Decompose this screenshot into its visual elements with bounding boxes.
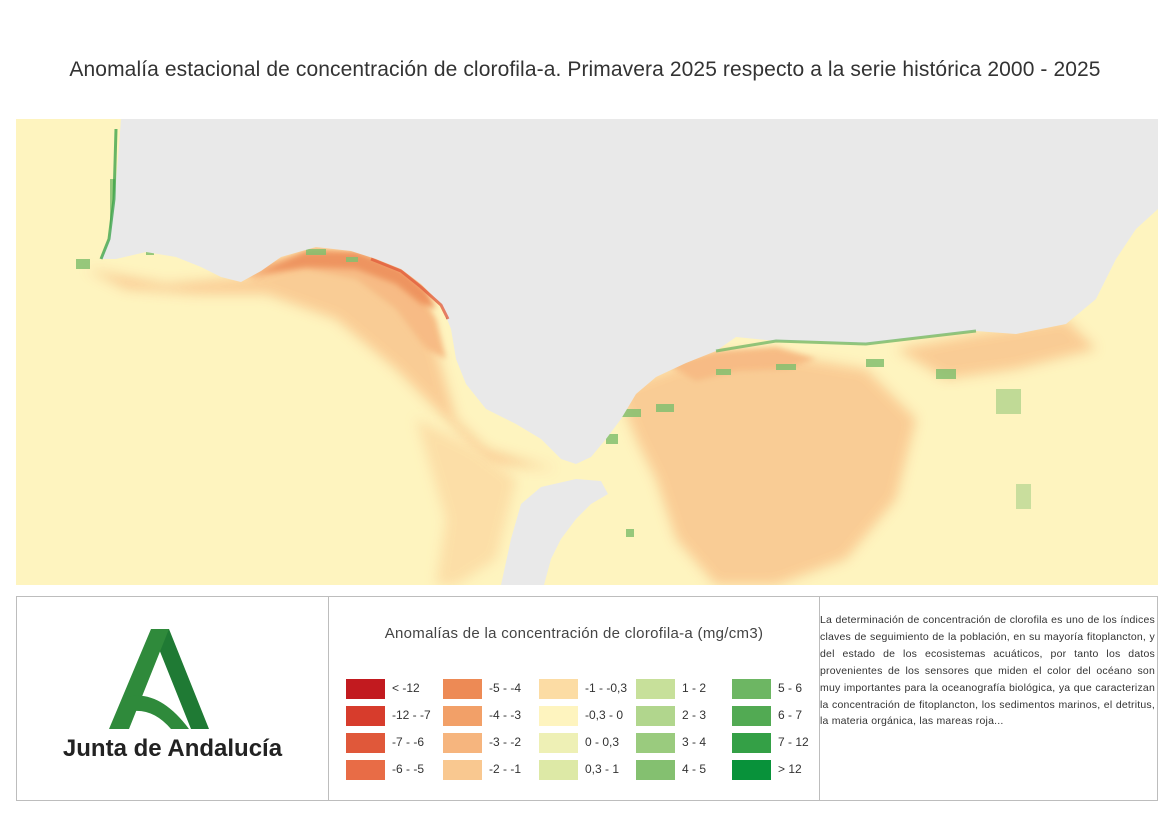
legend-label: -2 - -1 (489, 762, 522, 776)
legend-label: -1 - -0,3 (585, 681, 628, 695)
legend-swatch (346, 760, 385, 780)
legend-swatch (539, 733, 578, 753)
legend-label: -5 - -4 (489, 681, 522, 695)
legend-label: 3 - 4 (682, 735, 707, 749)
legend-swatch (636, 760, 675, 780)
land (101, 119, 1158, 585)
legend-label: 7 - 12 (778, 735, 809, 749)
legend-label: 1 - 2 (682, 681, 707, 695)
legend-title: Anomalías de la concentración de clorofi… (384, 625, 764, 642)
junta-andalucia-logo (109, 629, 209, 729)
legend-label: 4 - 5 (682, 762, 707, 776)
legend-swatch (732, 706, 771, 726)
legend-label: -4 - -3 (489, 708, 522, 722)
legend-label: 6 - 7 (778, 708, 803, 722)
map-title: Anomalía estacional de concentración de … (69, 58, 1101, 81)
legend-label: > 12 (778, 762, 802, 776)
legend-swatch (539, 760, 578, 780)
legend-swatch (443, 706, 482, 726)
legend-swatch (732, 733, 771, 753)
legend-swatch (636, 706, 675, 726)
legend-label: -12 - -7 (392, 708, 431, 722)
logo-panel: Junta de Andalucía (17, 597, 329, 800)
info-panel: Junta de Andalucía Anomalías de la conce… (16, 596, 1158, 801)
legend-swatch (443, 733, 482, 753)
description-panel: La determinación de concentración de clo… (820, 612, 1155, 730)
legend: Anomalías de la concentración de clorofi… (329, 597, 820, 800)
coast-edges (99, 128, 977, 353)
legend-swatch (346, 679, 385, 699)
legend-label: < -12 (392, 681, 420, 695)
description-text: La determinación de concentración de clo… (820, 614, 1155, 728)
legend-label: -7 - -6 (392, 735, 425, 749)
legend-label: 0 - 0,3 (585, 735, 620, 749)
legend-label: 2 - 3 (682, 708, 707, 722)
legend-swatch (539, 706, 578, 726)
legend-swatch (443, 679, 482, 699)
chlorophyll-anomaly-map (16, 119, 1158, 585)
legend-swatch (732, 679, 771, 699)
legend-label: -0,3 - 0 (585, 708, 624, 722)
african-land (501, 479, 608, 585)
legend-swatch (636, 679, 675, 699)
legend-swatch (346, 733, 385, 753)
legend-label: -3 - -2 (489, 735, 522, 749)
legend-label: 0,3 - 1 (585, 762, 620, 776)
legend-swatch (443, 760, 482, 780)
logo-text: Junta de Andalucía (62, 735, 283, 762)
legend-swatch (636, 733, 675, 753)
legend-swatch (346, 706, 385, 726)
legend-label: 5 - 6 (778, 681, 803, 695)
iberian-land (101, 119, 1158, 464)
legend-label: -6 - -5 (392, 762, 425, 776)
legend-swatch (732, 760, 771, 780)
legend-swatch (539, 679, 578, 699)
